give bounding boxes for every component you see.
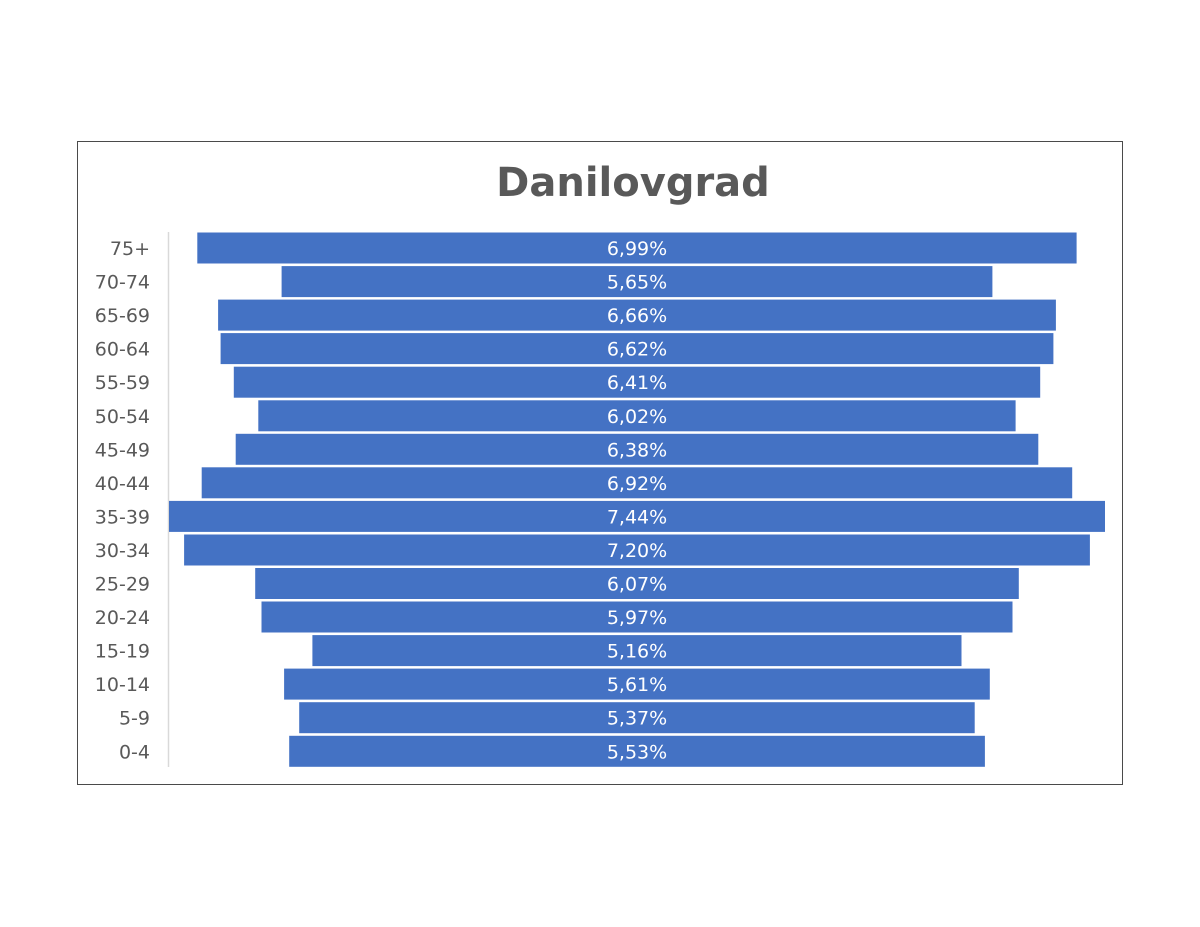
value-label-35-39: 7,44% [607, 506, 667, 528]
category-label-50-54: 50-54 [95, 406, 150, 428]
value-label-5-9: 5,37% [607, 708, 667, 730]
value-label-70-74: 5,65% [607, 272, 667, 294]
category-label-75+: 75+ [110, 238, 150, 260]
category-label-25-29: 25-29 [95, 574, 150, 596]
bars-group [169, 232, 1105, 767]
value-label-75+: 6,99% [607, 238, 667, 260]
bar-5-9 [299, 702, 975, 734]
bar-60-64 [220, 333, 1054, 365]
category-label-35-39: 35-39 [95, 506, 150, 528]
category-label-0-4: 0-4 [119, 741, 150, 763]
category-label-40-44: 40-44 [95, 473, 150, 495]
value-label-10-14: 5,61% [607, 674, 667, 696]
category-label-10-14: 10-14 [95, 674, 150, 696]
bar-65-69 [218, 299, 1056, 331]
bar-20-24 [261, 601, 1013, 633]
value-label-65-69: 6,66% [607, 305, 667, 327]
value-label-15-19: 5,16% [607, 641, 667, 663]
bar-40-44 [201, 467, 1073, 499]
category-label-65-69: 65-69 [95, 305, 150, 327]
bar-15-19 [312, 635, 962, 667]
value-label-45-49: 6,38% [607, 439, 667, 461]
value-label-30-34: 7,20% [607, 540, 667, 562]
value-label-50-54: 6,02% [607, 406, 667, 428]
bar-30-34 [184, 534, 1090, 566]
value-label-20-24: 5,97% [607, 607, 667, 629]
value-label-0-4: 5,53% [607, 741, 667, 763]
bar-0-4 [289, 735, 985, 767]
value-label-25-29: 6,07% [607, 574, 667, 596]
category-label-5-9: 5-9 [119, 708, 150, 730]
category-label-30-34: 30-34 [95, 540, 150, 562]
category-label-60-64: 60-64 [95, 339, 150, 361]
category-label-15-19: 15-19 [95, 641, 150, 663]
bar-35-39 [169, 500, 1105, 532]
value-label-55-59: 6,41% [607, 372, 667, 394]
category-label-45-49: 45-49 [95, 439, 150, 461]
category-label-55-59: 55-59 [95, 372, 150, 394]
bar-10-14 [284, 668, 990, 700]
category-labels-group: 75+ 70-74 65-69 60-64 55-59 50-54 45-49 40-44 35… [95, 238, 150, 763]
bar-70-74 [281, 266, 993, 298]
bar-50-54 [258, 400, 1016, 432]
chart-title: Danilovgrad [496, 160, 770, 206]
value-label-40-44: 6,92% [607, 473, 667, 495]
bar-25-29 [255, 568, 1019, 599]
bar-45-49 [235, 433, 1039, 465]
value-label-60-64: 6,62% [607, 339, 667, 361]
bar-55-59 [233, 366, 1041, 398]
category-label-70-74: 70-74 [95, 272, 150, 294]
value-labels-group: 6,99% 5,65% 6,66% 6,62% 6,41% 6,02% 6,38% 6,92%… [607, 238, 667, 763]
bar-75+ [197, 232, 1077, 264]
category-label-20-24: 20-24 [95, 607, 150, 629]
